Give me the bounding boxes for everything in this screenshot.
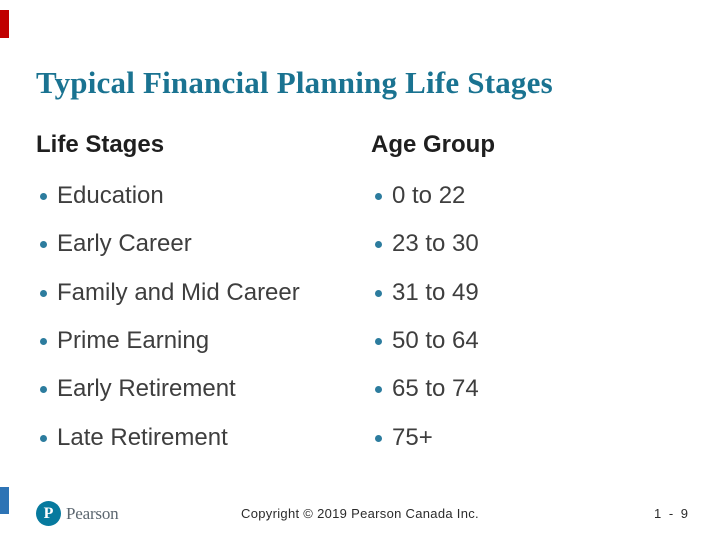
- copyright-text: Copyright © 2019 Pearson Canada Inc.: [241, 506, 479, 521]
- age-group-label: 31 to 49: [392, 279, 479, 306]
- bullet-icon: [40, 337, 47, 345]
- column-header-age-group: Age Group: [371, 131, 495, 158]
- bullet-icon: [375, 192, 382, 200]
- bullet-icon: [40, 192, 47, 200]
- life-stage-label: Prime Earning: [57, 327, 210, 354]
- bullet-icon: [40, 289, 47, 297]
- age-group-label: 23 to 30: [392, 230, 479, 257]
- age-group-label: 0 to 22: [392, 182, 466, 209]
- life-stage-label: Education: [57, 182, 164, 209]
- bullet-icon: [40, 434, 47, 442]
- bullet-icon: [375, 337, 382, 345]
- age-group-label: 75+: [392, 424, 433, 451]
- page-number: 1 - 9: [653, 506, 690, 521]
- pearson-logo-icon: P: [36, 501, 61, 526]
- bullet-icon: [375, 385, 382, 393]
- life-stage-label: Early Career: [57, 230, 192, 257]
- red-accent-bar: [0, 10, 9, 38]
- bullet-icon: [40, 385, 47, 393]
- life-stage-label: Early Retirement: [57, 375, 236, 402]
- table-row: Early Career 23 to 30: [0, 229, 720, 261]
- bullet-icon: [40, 240, 47, 248]
- table-row: Education 0 to 22: [0, 181, 720, 213]
- table-row: Family and Mid Career 31 to 49: [0, 278, 720, 310]
- blue-accent-bar: [0, 487, 9, 514]
- bullet-icon: [375, 434, 382, 442]
- age-group-label: 50 to 64: [392, 327, 479, 354]
- pearson-wordmark: Pearson: [66, 503, 119, 523]
- table-row: Prime Earning 50 to 64: [0, 326, 720, 358]
- pearson-logo: P Pearson: [36, 501, 119, 526]
- table-row: Early Retirement 65 to 74: [0, 374, 720, 406]
- life-stage-label: Family and Mid Career: [57, 279, 300, 306]
- bullet-icon: [375, 240, 382, 248]
- life-stage-label: Late Retirement: [57, 424, 228, 451]
- table-row: Late Retirement 75+: [0, 423, 720, 455]
- age-group-label: 65 to 74: [392, 375, 479, 402]
- slide-title: Typical Financial Planning Life Stages: [36, 65, 553, 100]
- bullet-icon: [375, 289, 382, 297]
- column-header-life-stages: Life Stages: [36, 131, 165, 158]
- pearson-logo-letter: P: [43, 505, 54, 522]
